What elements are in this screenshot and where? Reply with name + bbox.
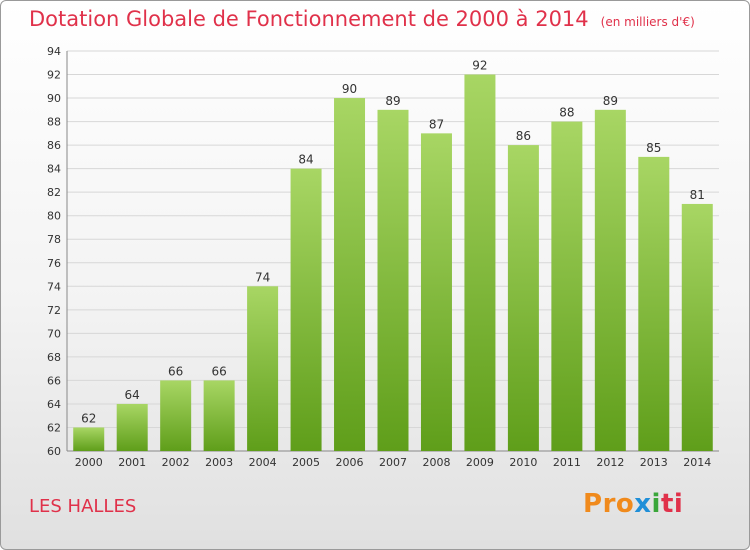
y-tick-label: 74 — [47, 280, 61, 293]
x-tick-label-2005: 2005 — [292, 456, 320, 469]
bar-2002 — [160, 380, 192, 451]
bar-2006 — [334, 98, 366, 451]
commune-name: LES HALLES — [29, 496, 137, 517]
logo-letter: x — [634, 489, 652, 519]
bar-2007 — [377, 109, 409, 451]
y-tick-label: 78 — [47, 233, 61, 246]
logo-letter: t — [660, 489, 674, 519]
logo-letter: r — [602, 489, 616, 519]
bar-2000 — [73, 427, 105, 451]
x-tick-label-2004: 2004 — [249, 456, 277, 469]
y-tick-label: 76 — [47, 257, 61, 270]
x-tick-label-2008: 2008 — [422, 456, 450, 469]
bar-2011 — [551, 121, 583, 452]
y-tick-label: 70 — [47, 327, 61, 340]
x-tick-label-2013: 2013 — [640, 456, 668, 469]
value-label-2013: 85 — [646, 141, 661, 155]
y-tick-label: 92 — [47, 69, 61, 82]
bar-2005 — [290, 168, 322, 451]
value-label-2014: 81 — [690, 188, 705, 202]
x-tick-label-2009: 2009 — [466, 456, 494, 469]
x-tick-labels: 2000 2001 2002 2003 2004 2005 2006 2007 2008 2009… — [75, 456, 712, 469]
proxiti-logo: Proxiti — [583, 489, 683, 519]
bar-2003 — [203, 380, 235, 451]
x-tick-label-2003: 2003 — [205, 456, 233, 469]
value-label-2009: 92 — [472, 59, 487, 73]
logo-letter: i — [673, 489, 684, 519]
bar-2001 — [116, 403, 148, 451]
bar-2009 — [464, 74, 496, 451]
y-tick-label: 64 — [47, 398, 61, 411]
bar-2014 — [681, 203, 713, 451]
x-tick-label-2006: 2006 — [336, 456, 364, 469]
value-label-2004: 74 — [255, 270, 270, 284]
y-tick-label: 84 — [47, 163, 61, 176]
y-tick-label: 66 — [47, 374, 61, 387]
logo-letter: P — [583, 489, 603, 519]
value-label-2002: 66 — [168, 364, 183, 378]
x-tick-label-2002: 2002 — [162, 456, 190, 469]
value-label-2003: 66 — [211, 364, 226, 378]
y-tick-label: 94 — [47, 45, 61, 58]
bar-2004 — [247, 286, 279, 451]
y-tick-labels: 60 62 64 66 68 70 72 74 76 78 80 82 84 86 88 90 92 94 — [47, 45, 61, 458]
bar-2012 — [594, 109, 626, 451]
y-tick-label: 86 — [47, 139, 61, 152]
x-tick-label-2012: 2012 — [596, 456, 624, 469]
bar-2013 — [638, 156, 670, 451]
chart-title: Dotation Globale de Fonctionnement de 20… — [29, 7, 695, 31]
value-label-2011: 88 — [559, 106, 574, 120]
y-tick-label: 62 — [47, 421, 61, 434]
bar-2010 — [507, 145, 539, 451]
y-tick-label: 72 — [47, 304, 61, 317]
value-label-2006: 90 — [342, 82, 357, 96]
value-label-2007: 89 — [385, 94, 400, 108]
value-label-2010: 86 — [516, 129, 531, 143]
x-tick-label-2014: 2014 — [683, 456, 711, 469]
value-label-2005: 84 — [298, 153, 313, 167]
logo-letter: i — [651, 489, 661, 519]
y-tick-label: 80 — [47, 210, 61, 223]
x-tick-label-2001: 2001 — [118, 456, 146, 469]
value-labels: 62 64 66 66 74 84 90 89 87 92 86 88 89 85 81 — [81, 59, 705, 426]
logo-letter: o — [615, 489, 635, 519]
x-tick-label-2011: 2011 — [553, 456, 581, 469]
value-label-2001: 64 — [125, 388, 140, 402]
y-tick-label: 90 — [47, 92, 61, 105]
x-tick-label-2010: 2010 — [509, 456, 537, 469]
y-tick-label: 68 — [47, 351, 61, 364]
value-label-2000: 62 — [81, 411, 96, 425]
bar-2008 — [420, 133, 452, 451]
bars — [73, 74, 713, 452]
value-label-2008: 87 — [429, 117, 444, 131]
title-unit: (en milliers d'€) — [600, 15, 695, 29]
x-tick-label-2000: 2000 — [75, 456, 103, 469]
x-tick-label-2007: 2007 — [379, 456, 407, 469]
y-tick-label: 88 — [47, 116, 61, 129]
y-tick-label: 60 — [47, 445, 61, 458]
value-label-2012: 89 — [603, 94, 618, 108]
title-text: Dotation Globale de Fonctionnement de 20… — [29, 7, 589, 31]
y-tick-label: 82 — [47, 186, 61, 199]
